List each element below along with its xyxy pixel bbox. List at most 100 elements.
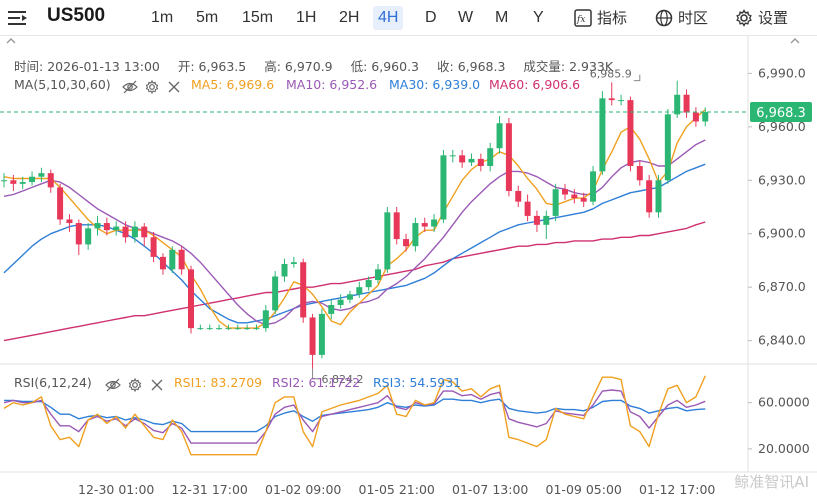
globe-icon [655,9,673,27]
close-label: 收: [436,59,454,74]
ma5-line [3,109,706,329]
time-label: 时间: [14,59,44,74]
time-tick-label: 12-30 01:00 [78,482,154,497]
time-value: 2026-01-13 13:00 [47,59,160,74]
last-price-badge [750,102,812,123]
candle-body [234,328,241,330]
candle-body [262,310,269,329]
collapse-left-icon[interactable] [6,37,16,45]
price-tick-label: 6,840.0 [758,333,806,348]
candle-body [608,98,615,101]
candle-body [216,328,223,330]
symbol-title[interactable]: US500 [47,5,106,26]
ma60-label: MA60: 6,906.6 [489,77,581,92]
candle-body [206,328,213,330]
candle-body [131,226,138,238]
collapse-right-icon[interactable] [790,37,800,45]
candle-body [113,226,120,231]
time-tick-label: 01-02 09:00 [265,482,341,497]
candle-body [459,155,466,163]
candle-body [393,212,400,240]
ohlc-info: 时间: 2026-01-13 13:00 开: 6,963.5 高: 6,970… [14,56,613,75]
candle-body [674,94,681,115]
timeframe-d[interactable]: D [425,9,437,26]
ma-settings-icon[interactable] [145,80,159,94]
indicators-button[interactable]: fx 指标 [574,6,634,30]
candle-body [103,223,110,231]
candle-body [356,287,363,295]
svg-text:fx: fx [576,15,585,25]
candle-body [477,158,484,167]
candle-body [384,212,391,270]
candle-body [655,180,662,213]
candle-body [524,201,531,216]
rsi-tick-label: 20.0000 [758,441,810,456]
candle-body [580,198,587,202]
candle-body [571,194,578,199]
rsi2-label: RSI2: 61.1722 [272,375,361,390]
rsi-eye-hidden-icon[interactable] [105,378,121,392]
ma60-line [3,221,706,342]
candle-body [300,262,307,318]
candle-body [122,226,129,238]
menu-icon[interactable] [8,9,28,27]
timeframe-1h[interactable]: 1H [296,9,317,26]
candle-body [421,223,428,227]
candle-body [244,328,251,330]
indicator-icon: fx [574,9,592,27]
timeframe-2h[interactable]: 2H [339,9,360,26]
high-label: 高: [264,59,281,74]
timeframe-1m[interactable]: 1m [151,9,174,26]
price-tick-label: 6,870.0 [758,279,806,294]
ma-close-icon[interactable] [168,81,180,93]
low-value: 6,960.3 [371,59,420,74]
settings-button[interactable]: 设置 [735,6,795,30]
timeframe-5m[interactable]: 5m [196,9,219,26]
candle-body [197,328,204,330]
indicators-label: 指标 [597,9,628,27]
candle-body [19,182,26,184]
ma-legend-title: MA(5,10,30,60) [14,77,111,92]
open-label: 开: [177,59,195,74]
candle-body [1,180,7,182]
candle-body [253,328,260,330]
candle-body [365,280,372,288]
candle-body [646,180,653,213]
candle-body [590,171,597,202]
candle-body [487,148,494,167]
candle-body [66,219,73,224]
high-marker-line [633,74,641,82]
rsi3-line [4,398,706,433]
eye-hidden-icon[interactable] [122,80,138,94]
candle-body [29,176,36,183]
rsi-close-icon[interactable] [151,379,163,391]
time-tick-label: 01-09 05:00 [546,482,622,497]
candle-body [178,249,185,270]
timeframe-m[interactable]: M [495,9,509,26]
candle-body [440,155,447,220]
gear-icon [736,9,752,27]
time-tick-label: 01-05 21:00 [359,482,435,497]
candle-body [290,262,297,265]
timeframe-w[interactable]: W [458,9,474,26]
candle-body [468,158,475,163]
rsi-settings-icon[interactable] [128,378,142,392]
timeframe-y[interactable]: Y [533,9,544,26]
timeframe-4h[interactable]: 4H [373,6,404,30]
timezone-button[interactable]: 时区 [655,6,715,30]
candle-body [281,264,288,277]
timezone-label: 时区 [678,9,709,27]
price-tick-label: 6,900.0 [758,226,806,241]
candle-body [309,317,316,355]
timeframe-15m[interactable]: 15m [242,9,274,26]
low-marker-label: 6,824.2 [322,373,364,386]
open-value: 6,963.5 [198,59,247,74]
volume-label: 成交量: [523,59,566,74]
candle-body [702,112,709,122]
close-value: 6,968.3 [457,59,506,74]
candle-body [159,256,166,270]
candle-body [552,189,559,216]
time-tick-label: 12-31 17:00 [172,482,248,497]
candle-body [431,219,438,227]
